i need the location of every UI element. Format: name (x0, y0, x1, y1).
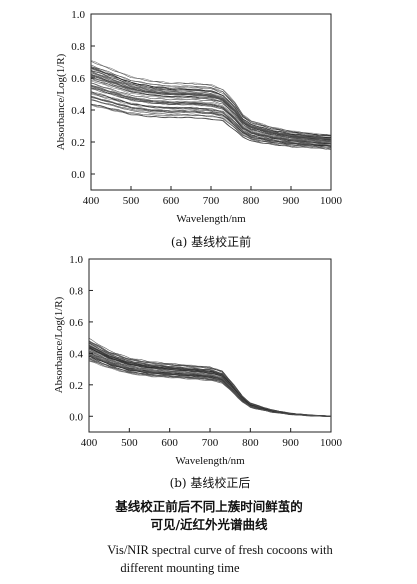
spectrum-curve (90, 73, 332, 140)
x-tick-label: 1000 (320, 195, 343, 207)
x-tick-label: 400 (83, 195, 100, 207)
spectrum-curve (90, 60, 332, 135)
y-tick-label: 0.2 (71, 137, 85, 149)
spectrum-curve (90, 75, 332, 141)
spectrum-curve (90, 99, 332, 149)
chart-b-x-ticks: 400 500 600 700 800 900 1000 (81, 428, 343, 449)
chart-b-series-curves (88, 337, 332, 417)
y-tick-label: 0.0 (69, 411, 83, 423)
spectrum-curve (88, 346, 332, 417)
x-tick-label: 900 (283, 195, 300, 207)
chart-b-y-ticks: 0.0 0.2 0.4 0.6 0.8 1.0 (69, 254, 93, 423)
x-tick-label: 400 (81, 437, 98, 449)
spectrum-curve (88, 354, 332, 417)
spectrum-curve (90, 85, 331, 144)
spectrum-curve (88, 346, 332, 417)
y-tick-label: 0.8 (71, 41, 85, 53)
x-tick-label: 500 (123, 195, 140, 207)
x-tick-label: 1000 (320, 437, 343, 449)
chart-b-after-baseline-correction: 400 500 600 700 800 900 1000 0.0 0.2 0.4 0.6 0.8 1.… (53, 254, 343, 490)
spectrum-curve (90, 75, 332, 139)
spectrum-curve (88, 337, 332, 417)
chart-b-plot-frame (88, 258, 332, 433)
spectrum-curve (90, 82, 332, 141)
spectrum-curve (88, 347, 332, 417)
chart-a-y-axis-label: Absorbance/Log(1/R) (55, 53, 67, 150)
x-tick-label: 800 (242, 437, 259, 449)
spectrum-curve (90, 104, 332, 150)
x-tick-label: 500 (121, 437, 138, 449)
spectrum-curve (88, 360, 331, 417)
spectrum-curve (88, 345, 332, 417)
spectrum-curve (90, 72, 331, 137)
spectrum-curve (90, 95, 332, 146)
x-tick-label: 600 (161, 437, 178, 449)
spectrum-curve (90, 86, 332, 143)
spectrum-curve (90, 66, 331, 136)
y-tick-label: 0.4 (69, 348, 83, 360)
y-tick-label: 0.2 (69, 380, 83, 392)
spectrum-curve (90, 96, 332, 147)
y-tick-label: 0.6 (71, 73, 85, 85)
figure-caption-en-line2: different mounting time (120, 561, 240, 575)
figure-caption-en-line1: Vis/NIR spectral curve of fresh cocoons … (107, 543, 333, 557)
chart-b-y-axis-label: Absorbance/Log(1/R) (53, 296, 65, 393)
x-tick-label: 900 (282, 437, 299, 449)
spectrum-curve (90, 80, 332, 142)
chart-a-y-ticks: 0.0 0.2 0.4 0.6 0.8 1.0 (71, 9, 95, 181)
spectrum-curve (90, 103, 332, 148)
figure-caption-zh-line2: 可见/近红外光谱曲线 (150, 517, 268, 532)
spectrum-curve (90, 64, 332, 137)
figure-caption-zh-line1: 基线校正前后不同上蔟时间鲜茧的 (114, 499, 303, 514)
chart-a-before-baseline-correction: 400 500 600 700 800 900 1000 0.0 0.2 0.4 0.6 0.8 1.… (55, 9, 343, 249)
chart-a-x-ticks: 400 500 600 700 800 900 1000 (83, 186, 343, 207)
y-tick-label: 0.4 (71, 105, 85, 117)
spectrum-curve (88, 341, 332, 417)
chart-a-caption: (a) 基线校正前 (171, 234, 251, 249)
chart-a-series-curves (90, 60, 332, 150)
chart-b-x-axis-label: Wavelength/nm (175, 455, 245, 467)
chart-a-x-axis-label: Wavelength/nm (176, 213, 246, 225)
x-tick-label: 700 (202, 437, 219, 449)
y-tick-label: 0.6 (69, 317, 83, 329)
y-tick-label: 0.0 (71, 169, 85, 181)
spectrum-curve (90, 68, 332, 138)
spectrum-curve (90, 103, 331, 150)
spectrum-curve (88, 346, 332, 417)
x-tick-label: 700 (203, 195, 220, 207)
y-tick-label: 0.8 (69, 285, 83, 297)
chart-b-caption: (b) 基线校正后 (170, 475, 251, 490)
spectrum-curve (88, 354, 332, 417)
x-tick-label: 800 (243, 195, 260, 207)
x-tick-label: 600 (163, 195, 180, 207)
y-tick-label: 1.0 (71, 9, 85, 21)
spectrum-curve (90, 85, 331, 142)
y-tick-label: 1.0 (69, 254, 83, 266)
spectrum-curve (88, 344, 332, 417)
spectrum-curve (90, 67, 332, 136)
spectrum-curve (90, 92, 332, 145)
spectrum-curve (90, 86, 332, 144)
